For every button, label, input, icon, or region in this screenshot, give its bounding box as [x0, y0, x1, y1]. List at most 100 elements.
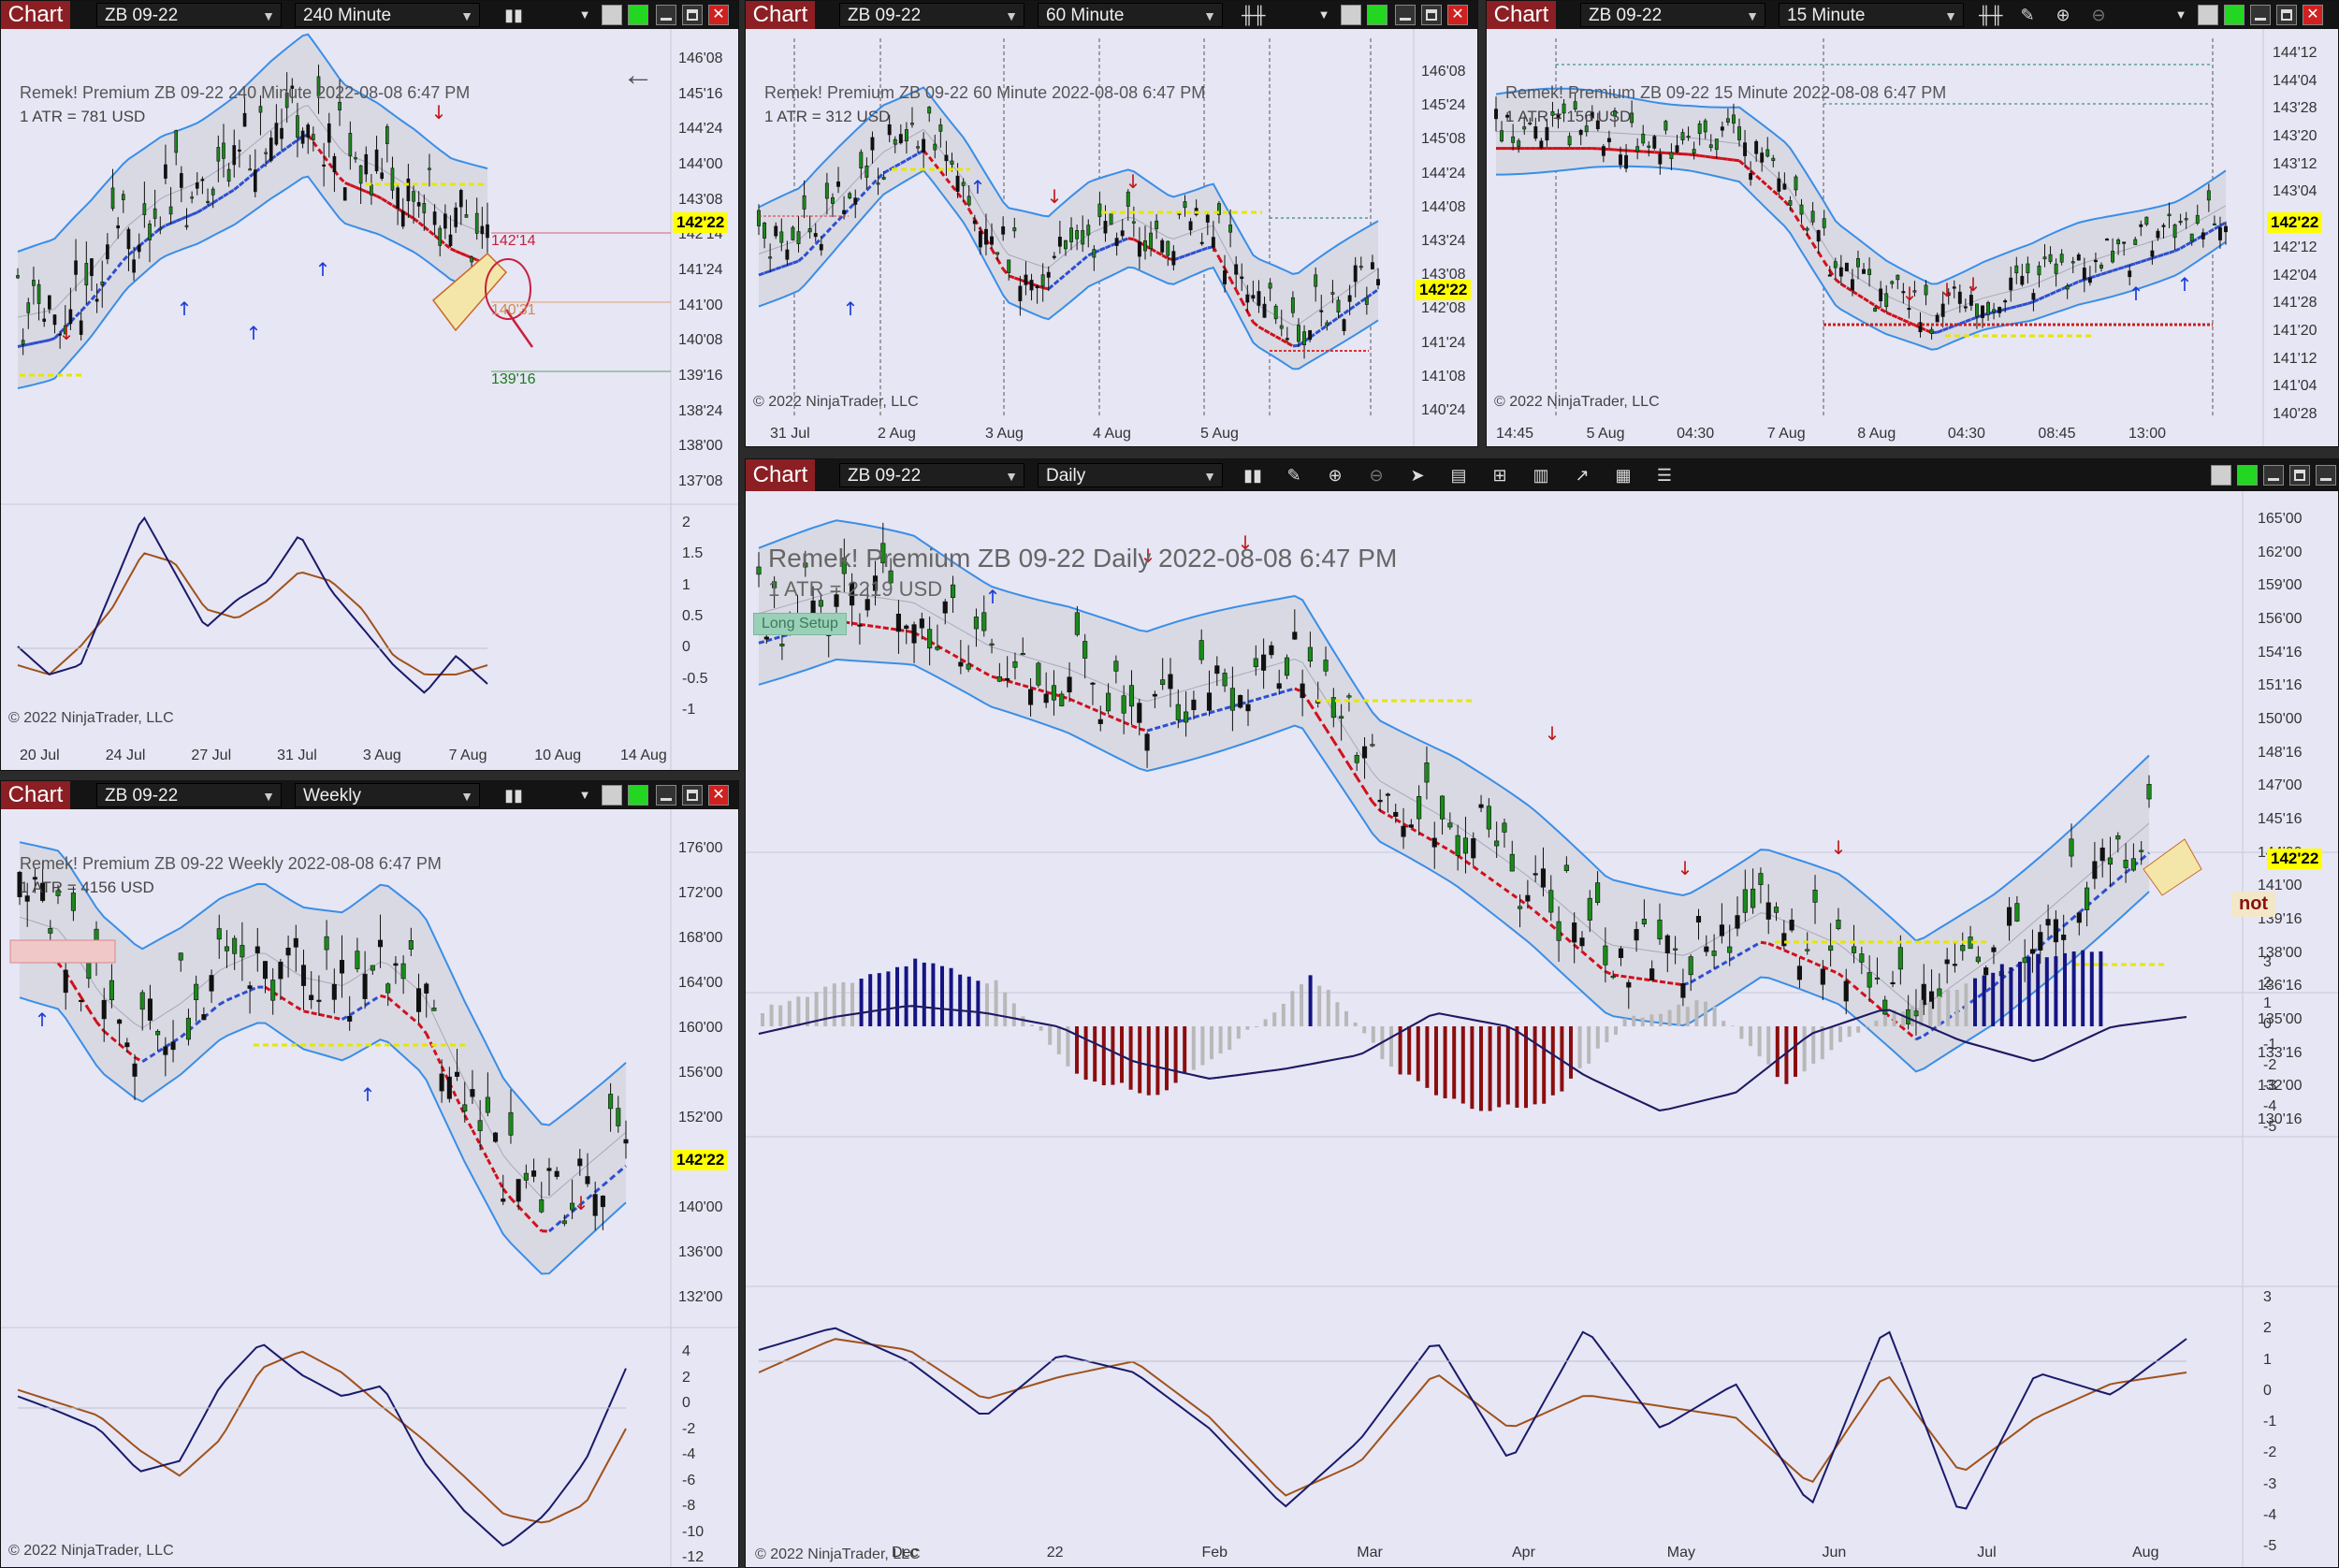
minimize-button[interactable]: [1395, 5, 1416, 25]
maximize-button[interactable]: [2289, 465, 2310, 486]
chart-window-60-minute[interactable]: Chart ZB 09-22 ▼ 60 Minute ▼ ╫╫ ▼ ✕ ↑ ↑ ↓ ↓ R…: [745, 0, 1478, 447]
histogram-bar: [877, 973, 881, 1026]
bar-style-icon[interactable]: ▮▮: [504, 6, 523, 24]
window-link-grey-button[interactable]: [2211, 465, 2231, 486]
histogram-bar: [1667, 1009, 1672, 1026]
trend-line-segment: [1286, 341, 1294, 348]
maximize-button[interactable]: [1421, 5, 1442, 25]
chart-window-daily[interactable]: Chart ZB 09-22 ▼ Daily ▼ ▮▮ ✎ ⊕ ⊖ ➤ ▤ ⊞ ▥ …: [745, 458, 2339, 1568]
chevron-down-icon[interactable]: ▼: [578, 788, 591, 802]
trend-line-segment: [2015, 303, 2023, 309]
trend-line-segment: [797, 254, 806, 263]
instrument-selector[interactable]: ZB 09-22 ▼: [839, 3, 1024, 27]
instrument-selector[interactable]: ZB 09-22 ▼: [96, 3, 282, 27]
axis-tick-label: 156'00: [2258, 611, 2303, 627]
maximize-button[interactable]: [682, 5, 703, 25]
histogram-bar: [1811, 1026, 1816, 1064]
histogram-bar: [841, 981, 846, 1026]
pointer-icon[interactable]: ➤: [1410, 466, 1425, 485]
chevron-down-icon[interactable]: ▼: [1317, 7, 1330, 22]
zoom-out-icon[interactable]: ⊖: [2091, 6, 2106, 24]
window-link-green-button[interactable]: [1367, 5, 1387, 25]
window-link-green-button[interactable]: [628, 5, 648, 25]
window-link-grey-button[interactable]: [1341, 5, 1361, 25]
maximize-button[interactable]: [682, 785, 703, 806]
candle-body: [296, 115, 299, 138]
close-button[interactable]: [2316, 465, 2336, 486]
candle-body: [1268, 283, 1272, 289]
candle-body: [1330, 697, 1336, 719]
arrow-up-icon: ↑: [35, 1009, 51, 1031]
chart-tab[interactable]: Chart: [1487, 1, 1556, 29]
window-link-green-button[interactable]: [2237, 465, 2258, 486]
interval-selector[interactable]: 60 Minute ▼: [1038, 3, 1223, 27]
chart-window-240-minute[interactable]: Chart ZB 09-22 ▼ 240 Minute ▼ ▮▮ ▼ ✕ ↓ ↑ ↑ ↑ ↓…: [0, 0, 739, 771]
window-link-grey-button[interactable]: [602, 785, 622, 806]
chart-plot-area[interactable]: ↑ ↑ ↓ Remek! Premium ZB 09-22 Weekly 2022-…: [1, 809, 738, 1567]
interval-selector[interactable]: 240 Minute ▼: [295, 3, 480, 27]
chart-tab[interactable]: Chart: [746, 1, 815, 29]
strategies-icon[interactable]: ↗: [1575, 466, 1590, 485]
minimize-button[interactable]: [2263, 465, 2284, 486]
arrow-up-icon: ↑: [970, 176, 986, 198]
interval-selector[interactable]: 15 Minute ▼: [1779, 3, 1964, 27]
instrument-selector[interactable]: ZB 09-22 ▼: [1580, 3, 1765, 27]
window-link-green-button[interactable]: [2224, 5, 2245, 25]
chart-plot-area[interactable]: ↑ ↑ ↓ ↓ Remek! Premium ZB 09-22 60 Minute 2…: [746, 29, 1477, 446]
instrument-selector[interactable]: ZB 09-22 ▼: [96, 783, 282, 807]
trend-line-segment: [285, 142, 294, 150]
zoom-in-icon[interactable]: ⊕: [2056, 6, 2070, 24]
templates-icon[interactable]: ▦: [1615, 466, 1632, 485]
minimize-button[interactable]: [656, 785, 676, 806]
chevron-down-icon[interactable]: ▼: [578, 7, 591, 22]
axis-tick-label: -4: [2263, 1506, 2277, 1523]
instrument-selector[interactable]: ZB 09-22 ▼: [839, 463, 1024, 487]
zoom-in-icon[interactable]: ⊕: [1328, 466, 1343, 485]
candle-body: [919, 618, 924, 629]
close-button[interactable]: ✕: [2303, 5, 2323, 25]
bar-style-icon[interactable]: ▮▮: [504, 786, 523, 805]
maximize-button[interactable]: [2276, 5, 2297, 25]
chart-tab[interactable]: Chart: [1, 1, 70, 29]
indicators-icon[interactable]: ▥: [1533, 466, 1549, 485]
bar-style-icon[interactable]: ▮▮: [1243, 466, 1262, 485]
interval-selector[interactable]: Daily ▼: [1038, 463, 1223, 487]
data-box-icon[interactable]: ▤: [1450, 466, 1467, 485]
chart-plot-area[interactable]: ↓ ↑ ↑ ↑ ↓ Remek! Premium ZB 09-22 240 Minute…: [1, 29, 738, 770]
zoom-out-icon[interactable]: ⊖: [1369, 466, 1384, 485]
axis-tick-label: 143'28: [2273, 100, 2317, 117]
candle-body: [2184, 218, 2188, 221]
band-fill: [759, 87, 1378, 370]
chart-tab[interactable]: Chart: [1, 781, 70, 809]
trend-line-segment: [1823, 260, 1832, 271]
minimize-button[interactable]: [656, 5, 676, 25]
pencil-icon[interactable]: ✎: [2020, 6, 2035, 24]
arrow-left-icon[interactable]: ←: [622, 57, 654, 93]
properties-icon[interactable]: ⊞: [1492, 466, 1507, 485]
histogram-bar: [895, 966, 899, 1026]
chart-plot-area[interactable]: ↓ ↓ ↓ ↑ ↑ Remek! Premium ZB 09-22 15 Minute …: [1487, 29, 2338, 446]
axis-tick-label: -1: [682, 702, 696, 718]
candle-body: [1137, 703, 1142, 723]
chevron-down-icon[interactable]: ▼: [2174, 7, 2187, 22]
bar-style-icon[interactable]: ╫╫: [1242, 6, 1266, 24]
chart-window-15-minute[interactable]: Chart ZB 09-22 ▼ 15 Minute ▼ ╫╫ ✎ ⊕ ⊖ ▼ ✕ …: [1486, 0, 2339, 447]
trend-line-segment: [1053, 278, 1061, 285]
chart-tab[interactable]: Chart: [746, 459, 815, 491]
trend-line-segment: [1860, 991, 1871, 1001]
bar-style-icon[interactable]: ╫╫: [1979, 6, 2003, 24]
window-link-grey-button[interactable]: [602, 5, 622, 25]
window-link-green-button[interactable]: [628, 785, 648, 806]
interval-selector[interactable]: Weekly ▼: [295, 783, 480, 807]
close-button[interactable]: ✕: [708, 5, 729, 25]
axis-tick-label: 143'08: [678, 191, 723, 208]
chart-plot-area[interactable]: ↑ ↓ ↓ ↓ ↓ ↓ Remek! Premium ZB 09-22 Daily 202…: [746, 491, 2338, 1567]
close-button[interactable]: ✕: [1447, 5, 1468, 25]
minimize-button[interactable]: [2250, 5, 2271, 25]
chart-window-weekly[interactable]: Chart ZB 09-22 ▼ Weekly ▼ ▮▮ ▼ ✕ ↑ ↑ ↓ Remek…: [0, 780, 739, 1568]
histogram-bar: [1335, 1002, 1340, 1026]
pencil-icon[interactable]: ✎: [1286, 466, 1301, 485]
window-link-grey-button[interactable]: [2198, 5, 2218, 25]
close-button[interactable]: ✕: [708, 785, 729, 806]
list-icon[interactable]: ☰: [1656, 466, 1673, 485]
